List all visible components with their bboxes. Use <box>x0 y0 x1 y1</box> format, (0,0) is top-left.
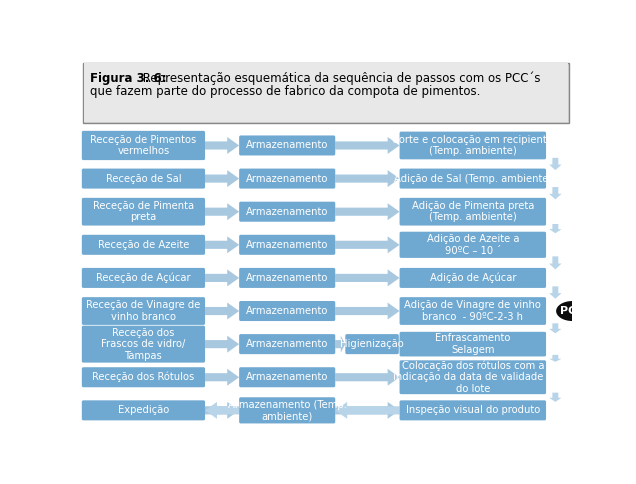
Text: Armazenamento: Armazenamento <box>246 372 328 382</box>
Text: Armazenamento (Temp.
ambiente): Armazenamento (Temp. ambiente) <box>228 400 347 421</box>
FancyBboxPatch shape <box>82 235 205 255</box>
Ellipse shape <box>556 301 589 321</box>
Text: Receção de Açúcar: Receção de Açúcar <box>96 272 191 283</box>
FancyBboxPatch shape <box>399 360 546 394</box>
Polygon shape <box>205 336 239 353</box>
FancyBboxPatch shape <box>399 268 546 288</box>
Polygon shape <box>335 402 399 419</box>
FancyBboxPatch shape <box>399 168 546 189</box>
Polygon shape <box>335 236 399 253</box>
FancyBboxPatch shape <box>82 367 205 387</box>
Polygon shape <box>335 302 399 319</box>
Text: Receção de Pimenta
preta: Receção de Pimenta preta <box>93 201 194 223</box>
Polygon shape <box>549 224 562 233</box>
Polygon shape <box>205 270 239 287</box>
Polygon shape <box>205 302 239 319</box>
FancyBboxPatch shape <box>239 235 335 255</box>
Polygon shape <box>549 158 562 170</box>
Text: Figura 3. 6:: Figura 3. 6: <box>90 72 166 85</box>
Text: Colocação dos rótulos com a
indicação da data de validade e
do lote: Colocação dos rótulos com a indicação da… <box>393 361 553 394</box>
FancyBboxPatch shape <box>239 334 335 354</box>
Polygon shape <box>205 236 239 253</box>
Polygon shape <box>549 287 562 299</box>
Polygon shape <box>335 336 345 353</box>
Text: Representação esquemática da sequência de passos com os PCC´s: Representação esquemática da sequência d… <box>139 71 541 85</box>
FancyBboxPatch shape <box>83 63 569 123</box>
FancyBboxPatch shape <box>399 297 546 325</box>
Text: Armazenamento: Armazenamento <box>246 306 328 316</box>
Text: que fazem parte do processo de fabrico da compota de pimentos.: que fazem parte do processo de fabrico d… <box>90 86 480 98</box>
Text: PCC: PCC <box>560 306 584 316</box>
Text: Receção dos
Frascos de vidro/
Tampas: Receção dos Frascos de vidro/ Tampas <box>101 328 186 361</box>
Text: Armazenamento: Armazenamento <box>246 240 328 250</box>
FancyBboxPatch shape <box>239 268 335 288</box>
Polygon shape <box>205 203 239 220</box>
Text: Expedição: Expedição <box>118 406 169 415</box>
Polygon shape <box>205 137 239 154</box>
Polygon shape <box>549 187 562 199</box>
FancyBboxPatch shape <box>82 400 205 421</box>
FancyBboxPatch shape <box>399 232 546 258</box>
Text: Receção dos Rótulos: Receção dos Rótulos <box>92 372 195 382</box>
Polygon shape <box>335 170 399 187</box>
Text: Enfrascamento
Selagem: Enfrascamento Selagem <box>435 333 511 355</box>
Text: Armazenamento: Armazenamento <box>246 174 328 183</box>
FancyBboxPatch shape <box>239 136 335 155</box>
Text: Adição de Pimenta preta
(Temp. ambiente): Adição de Pimenta preta (Temp. ambiente) <box>411 201 534 223</box>
FancyBboxPatch shape <box>82 268 205 288</box>
FancyBboxPatch shape <box>82 326 205 363</box>
Text: Corte e colocação em recipiente
(Temp. ambiente): Corte e colocação em recipiente (Temp. a… <box>392 135 553 156</box>
FancyBboxPatch shape <box>239 397 335 424</box>
Text: Armazenamento: Armazenamento <box>246 140 328 151</box>
Text: Armazenamento: Armazenamento <box>246 339 328 349</box>
Polygon shape <box>205 402 239 419</box>
Text: Inspeção visual do produto: Inspeção visual do produto <box>406 406 540 415</box>
Text: Armazenamento: Armazenamento <box>246 207 328 217</box>
FancyBboxPatch shape <box>239 367 335 387</box>
FancyBboxPatch shape <box>239 301 335 321</box>
Text: Adição de Azeite a
90ºC – 10 ´: Adição de Azeite a 90ºC – 10 ´ <box>427 234 519 256</box>
FancyBboxPatch shape <box>345 334 399 354</box>
Text: Receção de Sal: Receção de Sal <box>106 174 181 183</box>
Text: Receção de Pimentos
vermelhos: Receção de Pimentos vermelhos <box>90 135 197 156</box>
FancyBboxPatch shape <box>399 132 546 159</box>
Text: Adição de Açúcar: Adição de Açúcar <box>429 272 516 283</box>
Polygon shape <box>205 170 239 187</box>
Polygon shape <box>205 369 239 386</box>
Text: Higienização: Higienização <box>340 339 404 349</box>
Text: Adição de Vinagre de vinho
branco  - 90ºC-2-3 h: Adição de Vinagre de vinho branco - 90ºC… <box>404 300 541 322</box>
Polygon shape <box>205 402 239 419</box>
FancyBboxPatch shape <box>84 63 568 122</box>
Text: Receção de Vinagre de
vinho branco: Receção de Vinagre de vinho branco <box>86 300 200 322</box>
FancyBboxPatch shape <box>239 202 335 222</box>
Text: Receção de Azeite: Receção de Azeite <box>98 240 189 250</box>
Polygon shape <box>335 369 399 386</box>
Polygon shape <box>335 402 399 419</box>
Polygon shape <box>549 323 562 333</box>
Polygon shape <box>335 137 399 154</box>
FancyBboxPatch shape <box>239 168 335 189</box>
FancyBboxPatch shape <box>82 198 205 226</box>
FancyBboxPatch shape <box>82 131 205 160</box>
Polygon shape <box>335 270 399 287</box>
FancyBboxPatch shape <box>399 332 546 356</box>
Polygon shape <box>549 393 562 402</box>
Polygon shape <box>549 257 562 270</box>
FancyBboxPatch shape <box>82 297 205 325</box>
Polygon shape <box>335 203 399 220</box>
Text: Adição de Sal (Temp. ambiente): Adição de Sal (Temp. ambiente) <box>394 174 552 183</box>
FancyBboxPatch shape <box>399 198 546 226</box>
FancyBboxPatch shape <box>82 168 205 189</box>
Text: Armazenamento: Armazenamento <box>246 273 328 283</box>
Polygon shape <box>549 355 562 362</box>
FancyBboxPatch shape <box>399 400 546 421</box>
